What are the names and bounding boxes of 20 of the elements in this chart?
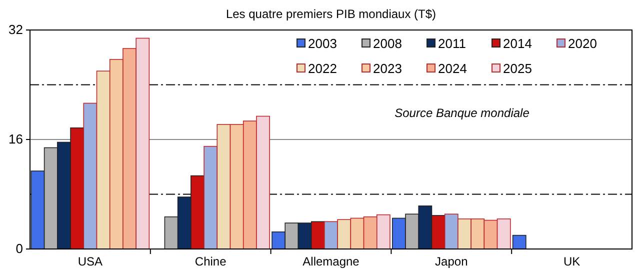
x-tick-label: USA [78, 254, 103, 269]
y-tick-label: 32 [8, 22, 23, 38]
legend-label: 2020 [568, 36, 597, 51]
y-tick-label: 0 [16, 241, 23, 256]
legend-label: 2014 [503, 36, 532, 51]
x-tick-label: Chine [194, 254, 227, 269]
legend-label: 2023 [373, 61, 402, 76]
y-tick-label: 16 [8, 132, 23, 147]
legend-label: 2025 [503, 61, 532, 76]
x-tick-label: Allemagne [302, 254, 360, 269]
annotation: Source Banque mondiale [394, 106, 530, 120]
bar [512, 234, 526, 250]
x-tick-label: UK [563, 254, 580, 269]
legend-label: 2024 [438, 61, 467, 76]
chart-title: Les quatre premiers PIB mondiaux (T$) [226, 7, 436, 21]
legend-label: 2008 [373, 36, 402, 51]
legend-label: 2022 [308, 61, 337, 76]
legend-label: 2011 [438, 36, 466, 51]
legend-label: 2003 [308, 36, 337, 51]
x-tick-label: Japon [435, 254, 468, 269]
